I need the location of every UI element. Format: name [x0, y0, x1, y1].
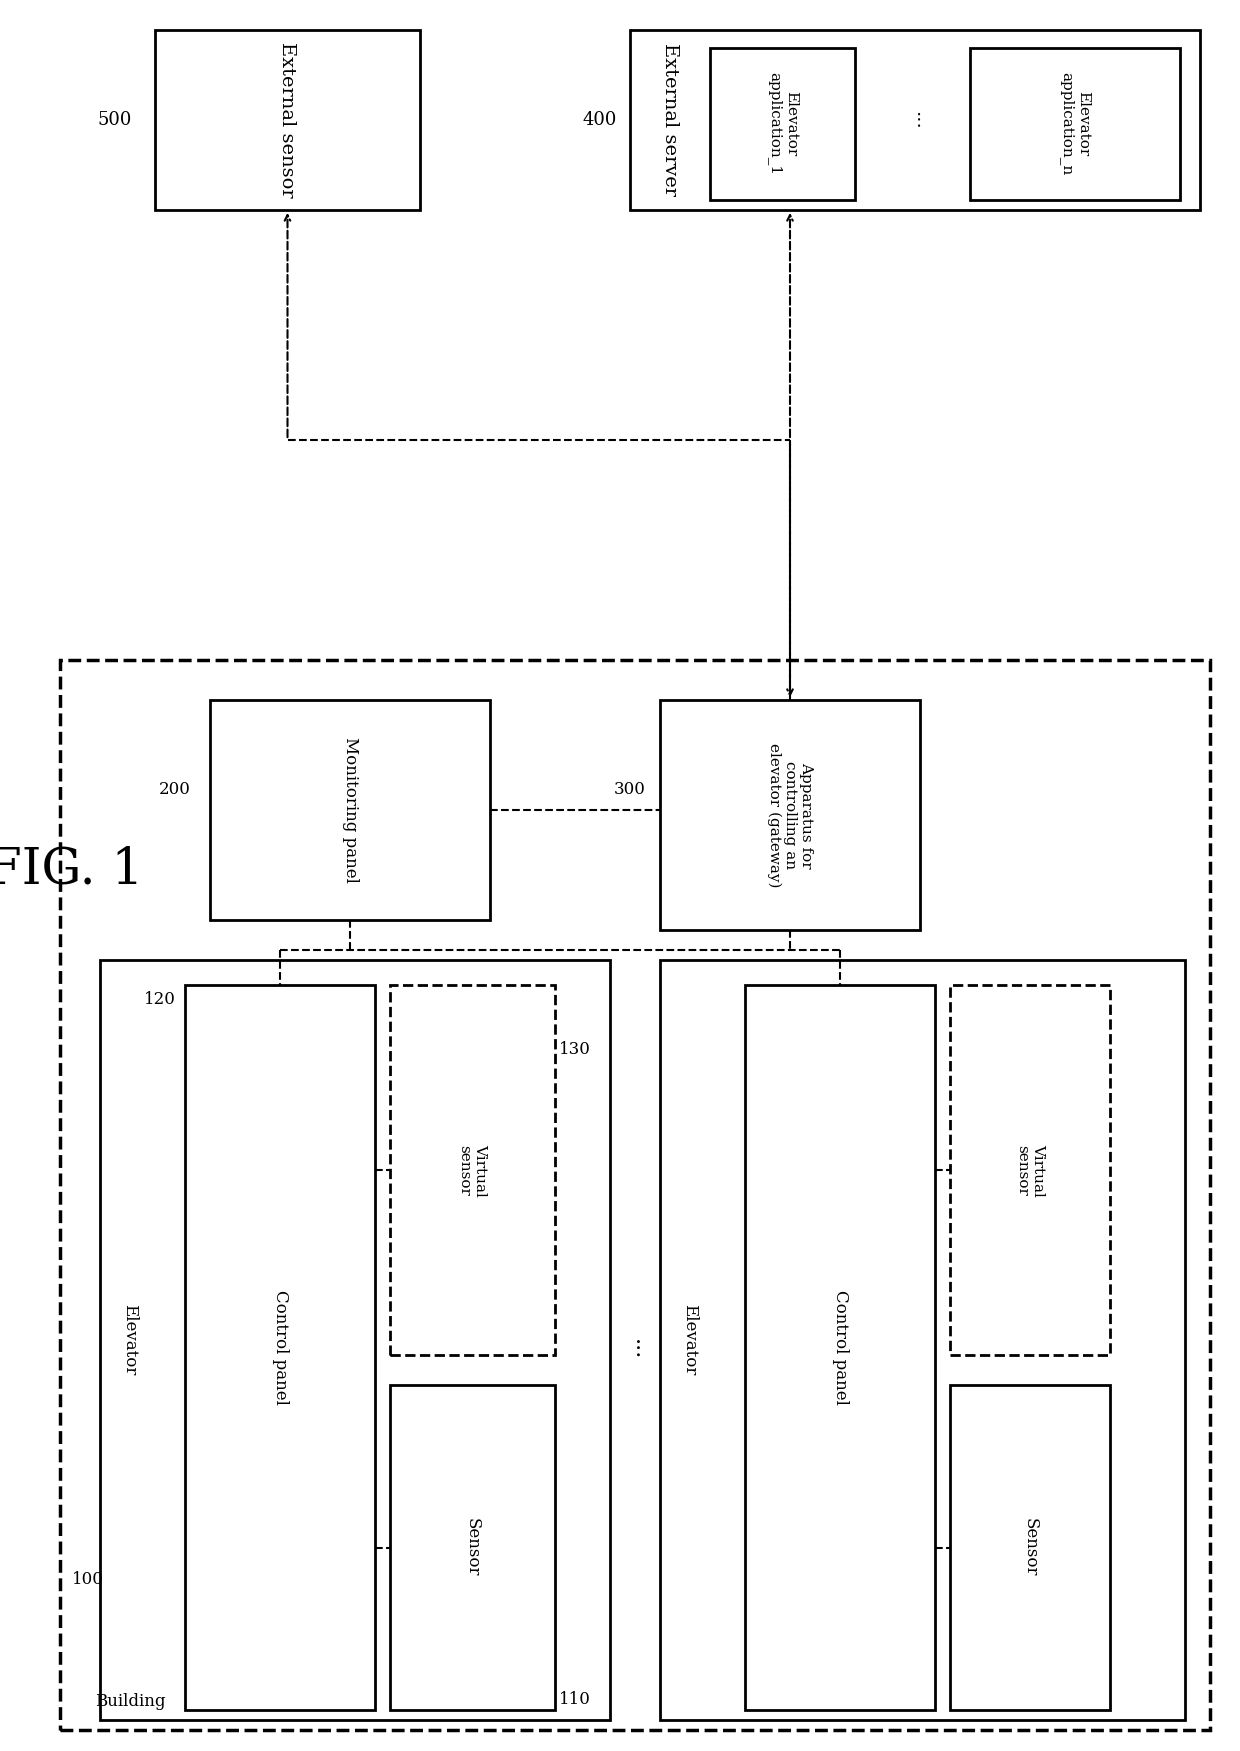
Text: Elevator: Elevator — [682, 1304, 698, 1376]
Text: Virtual
sensor: Virtual sensor — [1014, 1143, 1045, 1196]
Bar — [660, 700, 920, 930]
Bar — [950, 1385, 1110, 1711]
Bar — [950, 986, 1110, 1355]
Bar — [185, 986, 374, 1711]
Text: 200: 200 — [159, 781, 191, 798]
Text: Control panel: Control panel — [272, 1290, 289, 1404]
Bar — [391, 1385, 556, 1711]
Text: Elevator: Elevator — [122, 1304, 139, 1376]
Text: Virtual
sensor: Virtual sensor — [458, 1143, 487, 1196]
Text: Monitoring panel: Monitoring panel — [341, 737, 358, 883]
Text: Sensor: Sensor — [464, 1518, 481, 1576]
Text: External server: External server — [661, 44, 680, 196]
Text: 100: 100 — [72, 1571, 104, 1588]
Text: Building: Building — [95, 1693, 165, 1711]
Bar — [711, 47, 856, 200]
Text: 400: 400 — [583, 110, 618, 130]
Text: ...: ... — [911, 110, 929, 130]
Text: FIG. 1: FIG. 1 — [0, 846, 143, 895]
Bar — [155, 30, 420, 210]
Bar — [970, 47, 1180, 200]
Text: Sensor: Sensor — [1022, 1518, 1039, 1576]
Text: External sensor: External sensor — [279, 42, 296, 198]
Bar — [210, 700, 490, 919]
Text: 130: 130 — [559, 1042, 591, 1059]
Text: Apparatus for
controlling an
elevator (gateway): Apparatus for controlling an elevator (g… — [766, 742, 813, 888]
Bar — [745, 986, 935, 1711]
Bar — [100, 960, 610, 1719]
Text: ...: ... — [629, 1340, 651, 1361]
Bar — [630, 30, 1200, 210]
Text: 110: 110 — [559, 1691, 591, 1709]
Bar — [60, 660, 1210, 1730]
Text: Elevator
application_1: Elevator application_1 — [768, 72, 799, 175]
Text: 300: 300 — [614, 781, 646, 798]
Text: Control panel: Control panel — [832, 1290, 848, 1404]
Text: 500: 500 — [98, 110, 133, 130]
Text: 120: 120 — [144, 991, 176, 1009]
Bar — [660, 960, 1185, 1719]
Bar — [391, 986, 556, 1355]
Text: Elevator
application_n: Elevator application_n — [1059, 72, 1090, 175]
